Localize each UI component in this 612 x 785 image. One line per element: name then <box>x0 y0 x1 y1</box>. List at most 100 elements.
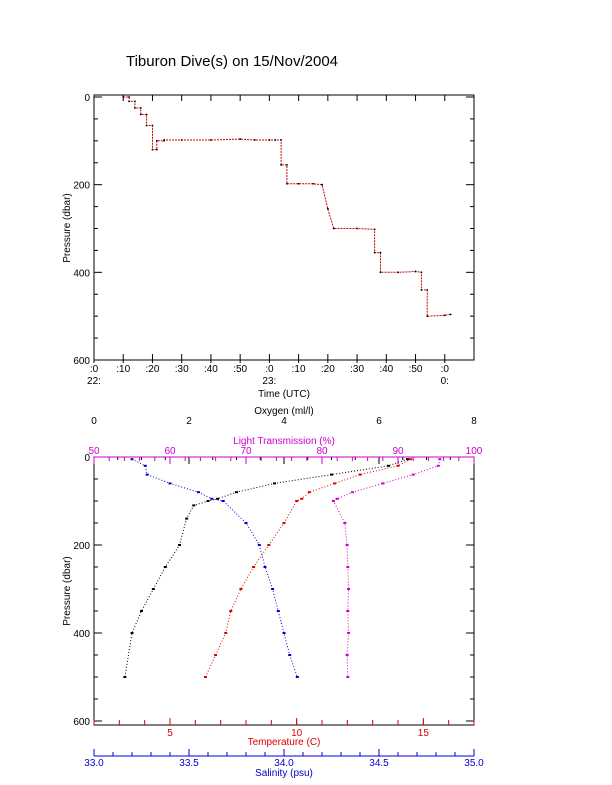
pressure-point <box>379 271 382 274</box>
axis-tick-label: 15 <box>418 728 430 739</box>
pressure-point <box>139 107 142 109</box>
pressure-point <box>449 313 452 316</box>
profile-series <box>123 458 442 678</box>
axis-tick-label: 8 <box>471 416 477 427</box>
transmission-point <box>438 458 442 461</box>
transmission-point <box>345 654 349 656</box>
y-tick-label: 200 <box>73 181 90 192</box>
pressure-point <box>268 139 271 141</box>
oxygen-point <box>330 473 333 476</box>
pressure-point <box>426 288 429 291</box>
temperature-point <box>358 473 362 476</box>
temperature-point <box>300 497 304 500</box>
transmission-profile <box>332 459 441 678</box>
transmission-point <box>411 473 415 476</box>
x-tick-label: :0 <box>265 364 274 375</box>
salinity-point <box>282 632 286 634</box>
transmission-point <box>347 588 351 590</box>
x-tick-label: :0 <box>441 364 450 375</box>
salinity-point <box>130 458 134 461</box>
salinity-point <box>197 491 200 494</box>
transmission-point <box>331 500 335 502</box>
oxygen-point <box>235 491 238 494</box>
salinity-point <box>271 588 275 590</box>
oxygen-point <box>151 588 155 590</box>
pressure-point <box>312 182 315 185</box>
pressure-point <box>210 139 212 141</box>
transmission-point <box>350 491 354 494</box>
pressure-point <box>297 182 300 185</box>
pressure-point <box>134 107 136 109</box>
pressure-point <box>286 182 288 185</box>
oxygen-point <box>140 610 143 612</box>
oxygen-point <box>406 458 409 461</box>
transmission-point <box>347 632 351 634</box>
salinity-point <box>288 654 292 656</box>
x-tick-label: :10 <box>292 364 306 375</box>
pressure-point <box>155 148 158 151</box>
transmission-point <box>381 482 385 485</box>
oxygen-point <box>216 497 219 500</box>
temperature-point <box>409 458 413 461</box>
time-chart-x-axis: :022::10:20:30:40:50:023::10:20:30:40:50… <box>87 95 449 387</box>
pressure-point <box>253 139 256 141</box>
oxygen-point <box>192 504 196 507</box>
pressure-point <box>373 251 376 254</box>
oxygen-point <box>206 500 210 502</box>
x-tick-label: :40 <box>204 364 218 375</box>
axis-tick-label: 33.5 <box>179 758 199 769</box>
oxygen-axis-label: Oxygen (ml/l) <box>254 406 313 417</box>
oxygen-point <box>387 464 390 467</box>
pressure-point <box>443 314 446 317</box>
temperature-point <box>307 491 311 494</box>
transmission-point <box>343 522 347 524</box>
temperature-point <box>239 588 243 590</box>
oxygen-profile <box>124 458 408 678</box>
x-tick-label: :50 <box>233 364 247 375</box>
time-chart-ylabel: Pressure (dbar) <box>62 193 73 262</box>
x-tick-label: :30 <box>350 364 364 375</box>
temperature-point <box>282 522 286 524</box>
transmission-point <box>346 610 350 612</box>
pressure-point <box>122 96 125 98</box>
salinity-point <box>295 676 299 678</box>
temperature-point <box>333 482 337 485</box>
y-tick-label: 600 <box>73 356 90 367</box>
pressure-point <box>280 139 282 141</box>
profile-chart-frame <box>93 456 475 726</box>
pressure-point <box>373 228 376 231</box>
oxygen-point <box>178 544 181 546</box>
pressure-point <box>145 124 148 127</box>
transmission-point <box>436 464 440 467</box>
salinity-point <box>210 497 214 500</box>
x-tick-label: :0 <box>90 364 99 375</box>
axis-tick-label: 0 <box>91 416 97 427</box>
pressure-trace <box>122 96 452 318</box>
oxygen-point <box>163 566 167 568</box>
axis-tick-label: 70 <box>240 446 252 457</box>
temperature-point <box>252 566 256 568</box>
time-chart-xlabel: Time (UTC) <box>258 389 310 400</box>
salinity-point <box>145 473 149 476</box>
pressure-point <box>356 227 358 230</box>
transmission-axis: 50 60 70 80 90 100 <box>88 446 483 464</box>
x-tick-sublabel: 0: <box>441 376 449 387</box>
pressure-point <box>286 164 288 166</box>
temperature-point <box>224 632 228 634</box>
pressure-point <box>379 251 382 254</box>
y-tick-label: 600 <box>73 717 90 728</box>
x-tick-label: :30 <box>175 364 189 375</box>
salinity-point <box>143 464 147 467</box>
transmission-axis-label: Light Transmission (%) <box>233 436 335 447</box>
x-tick-label: :40 <box>379 364 393 375</box>
axis-tick-label: 6 <box>376 416 382 427</box>
pressure-point <box>134 100 136 103</box>
transmission-point <box>335 497 339 500</box>
pressure-point <box>145 113 148 116</box>
pressure-point <box>426 315 429 318</box>
axis-tick-label: 50 <box>88 446 100 457</box>
salinity-point <box>168 482 172 485</box>
temperature-point <box>214 654 218 656</box>
